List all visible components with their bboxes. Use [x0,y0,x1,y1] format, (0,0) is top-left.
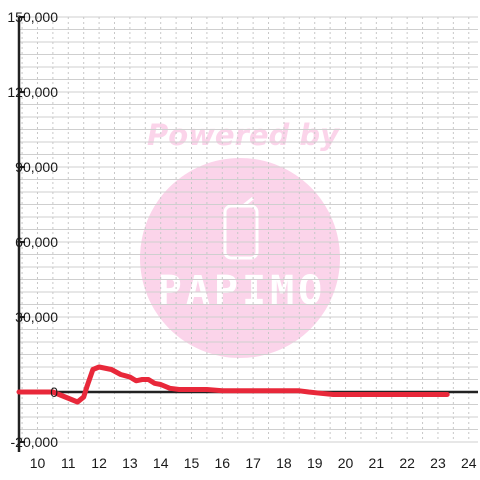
y-tick-label: 90,000 [15,159,58,175]
y-tick-label: 150,000 [7,9,58,25]
x-tick-label: 18 [276,455,292,471]
grid [19,16,478,443]
x-tick-label: 24 [461,455,477,471]
y-tick-labels: -20,000 0 30,000 60,000 90,000 120,000 150,000 [7,9,58,450]
watermark-brand: PAPIMO [158,268,327,314]
x-tick-label: 15 [184,455,200,471]
y-tick-label: 0 [50,384,58,400]
series-line [16,364,450,405]
x-tick-label: 12 [91,455,107,471]
x-tick-label: 13 [122,455,138,471]
watermark: Powered by PAPIMO [140,118,340,358]
series-layer [16,364,450,405]
watermark-text: Powered by [147,118,340,152]
x-tick-label: 11 [61,455,76,471]
x-tick-labels: 10 11 12 13 14 15 16 17 18 19 20 21 22 23 24 [30,455,477,471]
x-tick-label: 14 [153,455,169,471]
x-tick-label: 17 [245,455,261,471]
x-tick-label: 22 [399,455,415,471]
x-tick-label: 16 [215,455,231,471]
y-tick-label: 30,000 [15,309,58,325]
y-tick-label: 120,000 [7,84,58,100]
x-tick-label: 21 [369,455,385,471]
y-tick-label: -20,000 [11,434,59,450]
x-tick-label: 20 [338,455,354,471]
x-tick-label: 23 [430,455,446,471]
x-tick-label: 10 [30,455,46,471]
x-tick-label: 19 [307,455,323,471]
y-tick-label: 60,000 [15,234,58,250]
